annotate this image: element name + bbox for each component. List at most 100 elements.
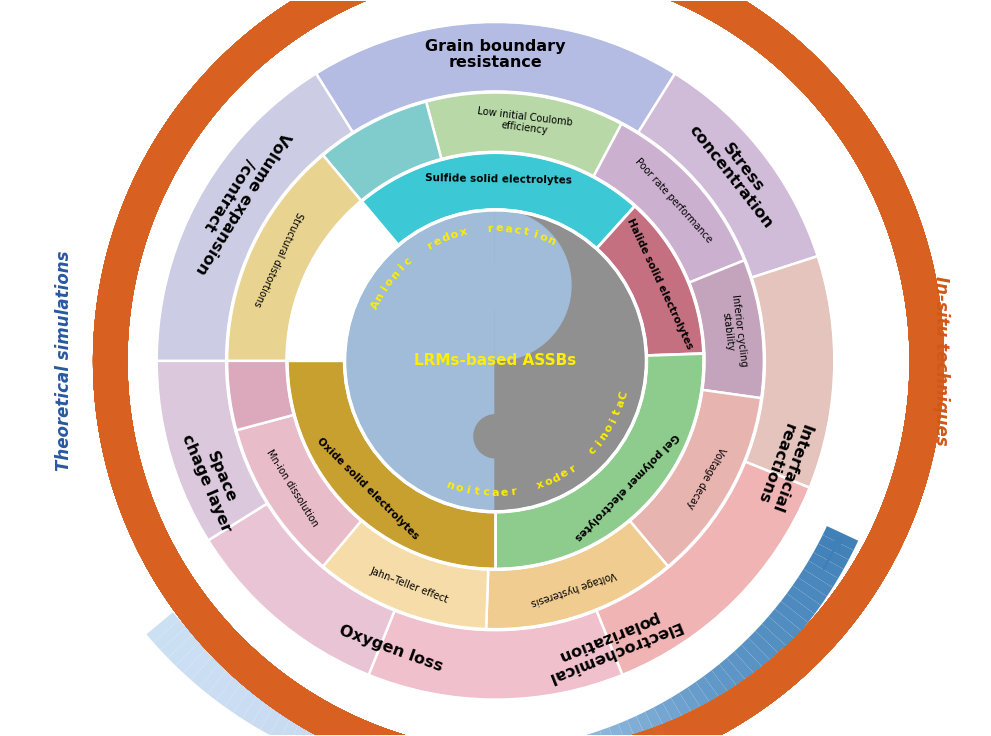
Wedge shape <box>431 26 449 97</box>
Wedge shape <box>629 390 762 567</box>
Wedge shape <box>93 0 944 736</box>
Wedge shape <box>741 638 773 670</box>
Wedge shape <box>306 584 349 645</box>
Wedge shape <box>358 606 390 673</box>
Text: r: r <box>487 224 493 234</box>
Wedge shape <box>93 0 944 736</box>
Wedge shape <box>93 0 944 736</box>
Wedge shape <box>626 64 665 128</box>
Text: Gel polymer electrolytes: Gel polymer electrolytes <box>572 431 680 542</box>
Wedge shape <box>374 42 403 110</box>
Wedge shape <box>93 0 944 736</box>
Wedge shape <box>762 616 795 647</box>
Wedge shape <box>746 239 815 269</box>
Text: o: o <box>454 482 464 494</box>
Text: Interfacial
reactions: Interfacial reactions <box>753 417 814 514</box>
Wedge shape <box>756 279 826 300</box>
Wedge shape <box>93 0 944 736</box>
Wedge shape <box>185 217 252 252</box>
Text: t: t <box>474 486 480 497</box>
Wedge shape <box>347 603 382 668</box>
Wedge shape <box>232 530 289 579</box>
Wedge shape <box>157 355 227 361</box>
Wedge shape <box>708 152 766 199</box>
Wedge shape <box>166 426 236 449</box>
Wedge shape <box>181 461 248 493</box>
Wedge shape <box>735 207 801 243</box>
Wedge shape <box>696 134 751 185</box>
Wedge shape <box>426 92 621 177</box>
Text: a: a <box>492 488 498 498</box>
Wedge shape <box>509 22 519 93</box>
Wedge shape <box>93 0 944 736</box>
Wedge shape <box>689 260 764 398</box>
Wedge shape <box>407 620 430 690</box>
Wedge shape <box>682 117 735 171</box>
Wedge shape <box>692 130 747 181</box>
Wedge shape <box>214 511 275 556</box>
Wedge shape <box>798 569 832 596</box>
Wedge shape <box>448 627 463 698</box>
Wedge shape <box>93 0 944 736</box>
Wedge shape <box>646 581 690 642</box>
Wedge shape <box>159 394 229 408</box>
Wedge shape <box>196 487 261 526</box>
Wedge shape <box>431 625 449 695</box>
Wedge shape <box>743 228 810 260</box>
Wedge shape <box>634 589 675 651</box>
Wedge shape <box>627 716 651 736</box>
Wedge shape <box>291 576 338 635</box>
Wedge shape <box>721 176 783 219</box>
Text: Oxygen loss: Oxygen loss <box>337 623 445 674</box>
Wedge shape <box>689 544 743 596</box>
Wedge shape <box>680 687 707 722</box>
Wedge shape <box>168 634 199 665</box>
Wedge shape <box>748 245 817 273</box>
Wedge shape <box>592 610 622 678</box>
Wedge shape <box>551 623 572 693</box>
Text: a: a <box>503 224 512 235</box>
Wedge shape <box>591 731 611 736</box>
Wedge shape <box>93 0 944 736</box>
Wedge shape <box>757 285 827 305</box>
Wedge shape <box>759 408 829 425</box>
Wedge shape <box>752 261 822 287</box>
Wedge shape <box>588 612 617 679</box>
Text: i: i <box>396 263 406 273</box>
Wedge shape <box>269 105 319 161</box>
Wedge shape <box>723 181 786 222</box>
Wedge shape <box>164 285 234 305</box>
Wedge shape <box>745 256 834 488</box>
Wedge shape <box>93 0 944 736</box>
Wedge shape <box>216 673 245 707</box>
Wedge shape <box>601 49 633 116</box>
Wedge shape <box>579 615 606 684</box>
Wedge shape <box>93 0 944 736</box>
Wedge shape <box>676 557 727 613</box>
Wedge shape <box>218 161 278 207</box>
Wedge shape <box>763 380 834 390</box>
Wedge shape <box>93 0 944 736</box>
Wedge shape <box>642 77 685 138</box>
Wedge shape <box>390 617 417 685</box>
Wedge shape <box>93 0 944 736</box>
Wedge shape <box>93 0 944 736</box>
Wedge shape <box>157 370 227 378</box>
Wedge shape <box>556 622 578 691</box>
Wedge shape <box>390 36 417 105</box>
Wedge shape <box>374 612 403 679</box>
Wedge shape <box>326 594 365 657</box>
Wedge shape <box>178 234 246 264</box>
Wedge shape <box>163 290 233 310</box>
Wedge shape <box>232 143 289 191</box>
Text: i: i <box>380 285 389 294</box>
Text: o: o <box>449 229 460 241</box>
Wedge shape <box>236 138 292 188</box>
Wedge shape <box>157 375 227 384</box>
Wedge shape <box>157 349 227 356</box>
Text: o: o <box>603 422 615 434</box>
Wedge shape <box>509 629 519 700</box>
Wedge shape <box>193 483 258 520</box>
Wedge shape <box>702 530 759 579</box>
Text: t: t <box>611 408 623 417</box>
